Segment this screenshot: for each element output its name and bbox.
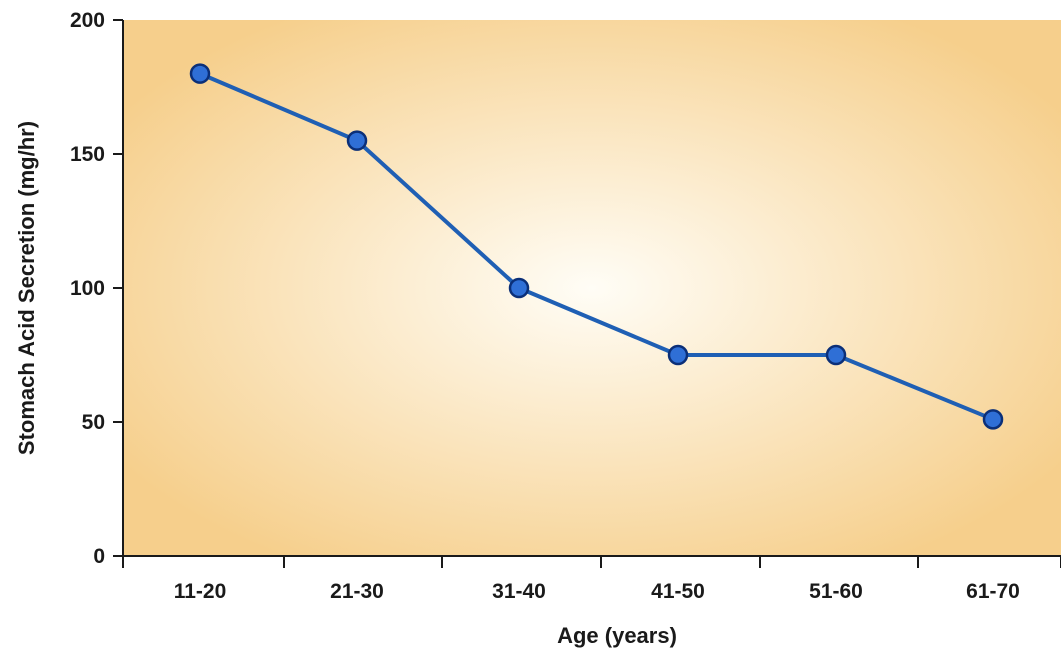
data-point: [346, 130, 368, 151]
axis-ticks: 0 50 100 150 200 11-20 21-30 31-40 41-50 51-60 61-…: [70, 9, 1061, 603]
data-point: [667, 344, 689, 366]
x-tick-label: 31-40: [492, 580, 546, 603]
series-layer: [189, 63, 1004, 430]
y-tick-label: 0: [93, 545, 105, 568]
y-axis-title: Stomach Acid Secretion (mg/hr): [14, 121, 39, 455]
y-tick-label: 50: [82, 411, 105, 434]
series-line: [199, 71, 994, 422]
x-tick-label: 41-50: [651, 580, 705, 603]
y-tick-label: 150: [70, 143, 105, 166]
data-point: [825, 344, 847, 366]
data-point: [189, 63, 211, 84]
x-tick-label: 21-30: [330, 580, 384, 603]
x-tick-label: 51-60: [809, 580, 863, 603]
x-axis-title: Age (years): [557, 623, 677, 648]
data-point: [982, 409, 1004, 430]
x-tick-label: 11-20: [174, 580, 227, 603]
x-tick-label: 61-70: [966, 580, 1020, 603]
y-tick-label: 100: [70, 277, 105, 300]
y-tick-label: 200: [70, 9, 105, 32]
data-point: [508, 277, 530, 299]
